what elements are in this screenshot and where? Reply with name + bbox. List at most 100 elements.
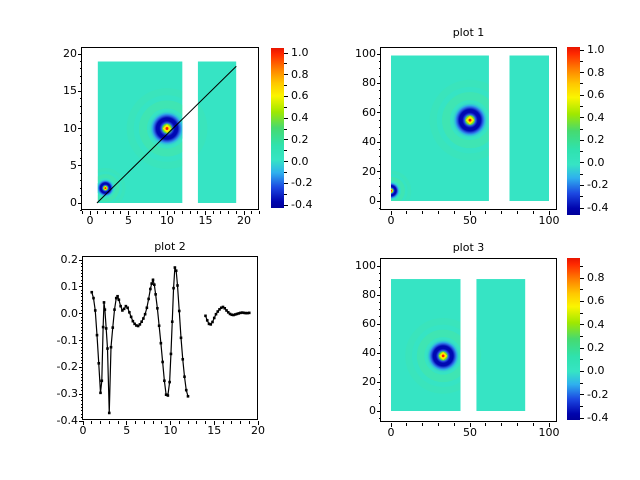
y-major-tick [377, 200, 381, 202]
x-minor-tick [158, 211, 160, 214]
x-minor-tick [406, 211, 408, 214]
colorbar-gradient [271, 48, 284, 208]
y-minor-tick [80, 293, 83, 295]
colorbar-major-tick [284, 139, 288, 141]
x-minor-tick [516, 211, 518, 214]
y-minor-tick [378, 119, 381, 121]
y-minor-tick [378, 272, 381, 274]
y-minor-tick [79, 135, 82, 137]
colorbar: 0.8 0.6 0.4 0.2 0.0 -0.2 -0.4 [567, 258, 608, 424]
x-minor-tick [197, 211, 199, 214]
colorbar-tick-label: 0.6 [587, 294, 605, 308]
x-minor-tick [120, 211, 122, 214]
y-minor-tick [378, 316, 381, 318]
y-tick-label: 100 [355, 259, 376, 272]
colorbar-major-tick [580, 94, 584, 96]
y-minor-tick [378, 403, 381, 405]
x-minor-tick [143, 211, 145, 214]
y-tick-label: 60 [362, 317, 376, 330]
x-major-tick [390, 423, 392, 427]
x-minor-tick [212, 211, 214, 214]
y-major-tick [377, 82, 381, 84]
x-tick-label: 0 [79, 424, 87, 437]
y-tick-label: -0.2 [56, 360, 78, 374]
y-minor-tick [378, 178, 381, 180]
y-minor-tick [80, 397, 83, 399]
y-major-tick [78, 128, 82, 129]
colorbar-major-tick [580, 139, 584, 141]
y-minor-tick [80, 303, 83, 305]
plot2-title: plot 2 [154, 240, 186, 253]
x-minor-tick [251, 211, 253, 214]
colorbar-major-tick [580, 370, 584, 372]
x-minor-tick [422, 423, 424, 426]
y-minor-tick [378, 417, 381, 419]
y-minor-tick [79, 195, 82, 197]
y-minor-tick [79, 75, 82, 77]
x-minor-tick [231, 421, 233, 424]
colorbar-major-tick [580, 207, 584, 209]
y-minor-tick [80, 296, 83, 298]
line-series [90, 266, 251, 415]
lineplot-plot2-axes: 0 5 10 15 20 0.2 0.1 0.0 -0.1 -0.2 -0.3 -0.4 [57, 254, 265, 437]
heatmap-topleft-axes: 0 5 10 15 20 20 15 10 5 0 [63, 47, 260, 227]
colorbar-tick-label: 1.0 [587, 43, 605, 56]
y-tick-label: 20 [362, 375, 376, 388]
y-minor-tick [378, 367, 381, 368]
y-minor-tick [378, 97, 381, 99]
y-tick-label: 40 [362, 346, 376, 359]
colorbar-minor-tick [580, 265, 583, 267]
x-major-tick [390, 211, 392, 215]
colorbar-major-tick [284, 117, 288, 119]
colorbar-minor-tick [284, 85, 287, 87]
colorbar-tick-label: 0.4 [587, 317, 605, 331]
x-minor-tick [112, 211, 114, 214]
x-minor-tick [91, 421, 93, 424]
colorbar-major-tick [284, 74, 288, 76]
x-major-tick [469, 211, 471, 215]
x-minor-tick [161, 421, 163, 424]
x-major-tick [128, 211, 129, 215]
y-major-tick [377, 171, 381, 173]
y-tick-label: 80 [362, 76, 376, 90]
colorbar-minor-tick [580, 382, 583, 384]
x-minor-tick [189, 211, 191, 214]
y-minor-tick [80, 306, 83, 308]
y-major-tick [377, 381, 381, 383]
y-minor-tick [378, 127, 381, 128]
x-minor-tick [453, 423, 455, 426]
colorbar-tick-label: 0.2 [587, 341, 605, 354]
heatmap-image [391, 279, 526, 411]
x-minor-tick [143, 421, 145, 424]
y-minor-tick [80, 336, 83, 338]
y-minor-tick [80, 269, 83, 271]
y-minor-tick [80, 346, 83, 348]
colorbar-tick-label: 0.0 [587, 155, 605, 169]
y-minor-tick [80, 329, 83, 331]
x-minor-tick [437, 211, 439, 214]
colorbar-tick-label: -0.4 [587, 201, 609, 214]
x-major-tick [166, 211, 168, 215]
colorbar-major-tick [284, 161, 288, 163]
x-tick-label: 15 [198, 214, 213, 227]
colorbar-tick-label: 0.6 [291, 89, 309, 103]
y-tick-label: 0 [70, 196, 77, 209]
y-minor-tick [80, 289, 83, 291]
heatmap-plot3-axes: 0 50 100 100 80 60 40 20 0 [355, 258, 560, 439]
x-minor-tick [228, 211, 230, 214]
y-minor-tick [80, 333, 83, 335]
colorbar-tick-label: 0.0 [291, 154, 309, 168]
colorbar-major-tick [580, 347, 584, 349]
y-major-tick [377, 53, 381, 55]
heatmap-plot1-axes: 0 50 100 100 80 60 40 20 0 [355, 47, 560, 227]
colorbar-minor-tick [580, 128, 583, 130]
x-major-tick [257, 421, 259, 425]
y-tick-label: -0.4 [56, 414, 78, 427]
x-minor-tick [501, 211, 503, 214]
y-minor-tick [378, 185, 381, 187]
y-minor-tick [80, 309, 83, 311]
x-tick-label: 15 [207, 424, 222, 437]
y-minor-tick [80, 376, 83, 378]
y-minor-tick [80, 410, 83, 412]
